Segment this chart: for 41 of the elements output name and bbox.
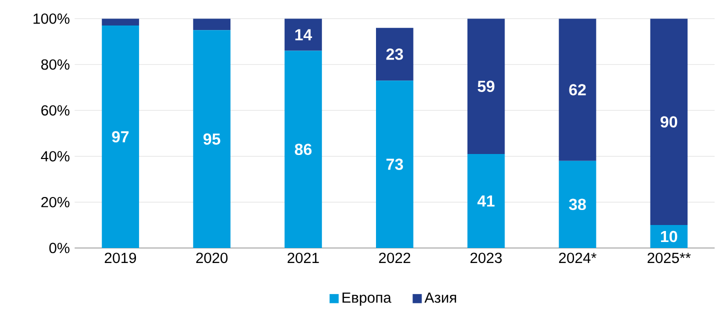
data-label: 86 <box>294 144 312 156</box>
data-label: 14 <box>295 29 312 40</box>
x-tick-label: 2022 <box>379 252 410 264</box>
bar <box>558 18 596 161</box>
y-tick-label: 0% <box>49 242 70 254</box>
y-tick-label: 40% <box>40 151 70 162</box>
y-tick-label: 60% <box>41 105 70 116</box>
y-tick-label: 100% <box>34 13 70 24</box>
legend-label: Азия <box>424 292 456 303</box>
bar <box>193 18 230 30</box>
bar <box>650 18 688 226</box>
legend-label: Европа <box>342 292 392 306</box>
y-tick-label: 80% <box>41 59 70 70</box>
data-label: 62 <box>569 84 586 96</box>
bar <box>284 18 322 51</box>
x-tick-label: 2025** <box>648 252 691 264</box>
bar <box>376 80 414 248</box>
y-tick-label: 20% <box>41 196 70 208</box>
data-label: 73 <box>386 158 403 170</box>
x-tick-label: 2020 <box>196 252 228 264</box>
data-label: 95 <box>203 133 220 145</box>
bar <box>193 30 230 248</box>
x-tick-label: 2019 <box>104 252 136 264</box>
data-label: 41 <box>477 195 495 206</box>
bar <box>102 26 140 248</box>
data-label: 10 <box>661 230 678 242</box>
bar <box>650 225 688 248</box>
data-label: 23 <box>386 48 403 60</box>
bar <box>558 160 596 248</box>
x-tick-label: 2021 <box>288 252 319 264</box>
data-label: 90 <box>660 116 678 128</box>
bar <box>467 154 505 248</box>
x-tick-label: 2024* <box>559 252 596 264</box>
data-label: 59 <box>478 80 494 92</box>
bar <box>284 50 322 248</box>
x-tick-label: 2023 <box>470 252 502 264</box>
bar <box>376 28 414 81</box>
bar <box>102 18 140 26</box>
data-label: 38 <box>568 198 586 210</box>
data-label: 97 <box>112 131 129 142</box>
bar <box>467 18 505 154</box>
